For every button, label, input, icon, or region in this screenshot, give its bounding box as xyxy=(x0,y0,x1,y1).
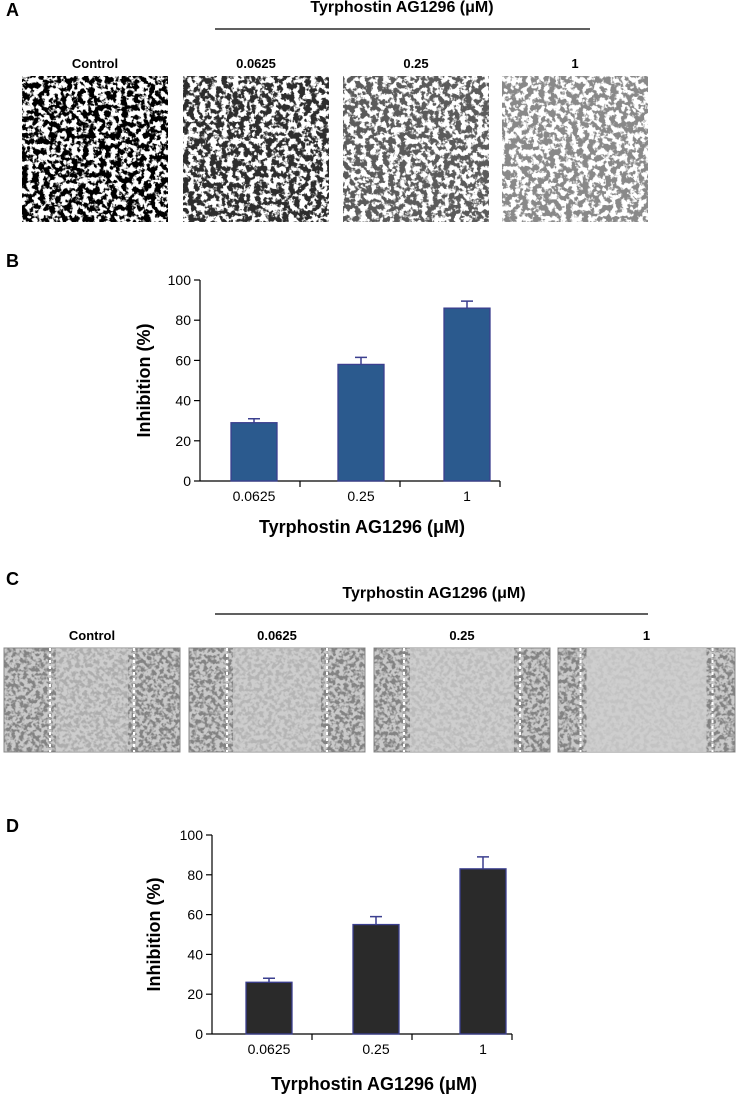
wound-area xyxy=(233,648,321,752)
y-tick-label: 0 xyxy=(183,473,191,489)
y-tick-label: 60 xyxy=(175,352,191,368)
x-axis-label: Tyrphostin AG1296 (μM) xyxy=(271,1074,477,1094)
wound-area xyxy=(56,648,128,752)
image-label: 0.25 xyxy=(449,628,474,643)
x-tick-label: 1 xyxy=(463,488,471,504)
error-bar xyxy=(355,356,367,365)
bar xyxy=(443,307,491,482)
error-bar xyxy=(461,300,473,309)
bar xyxy=(337,363,385,482)
micrograph xyxy=(183,76,329,222)
bar xyxy=(230,422,278,482)
y-tick-label: 60 xyxy=(187,907,203,923)
error-bar xyxy=(248,417,260,423)
bar xyxy=(459,868,507,1035)
x-tick-label: 0.25 xyxy=(347,488,374,504)
bar xyxy=(352,923,400,1035)
y-axis-label: Inhibition (%) xyxy=(144,878,164,992)
x-tick-label: 0.25 xyxy=(362,1041,389,1057)
micrograph xyxy=(502,76,648,222)
panel-heading: Tyrphostin AG1296 (μM) xyxy=(310,0,493,16)
x-tick-label: 0.0625 xyxy=(233,488,276,504)
image-label: 0.25 xyxy=(403,56,428,71)
error-bar xyxy=(477,856,489,869)
x-axis-label: Tyrphostin AG1296 (μM) xyxy=(259,517,465,537)
wound-area xyxy=(410,648,514,752)
y-tick-label: 80 xyxy=(175,312,191,328)
micrograph xyxy=(22,76,168,222)
image-label: 1 xyxy=(643,628,650,643)
y-tick-label: 40 xyxy=(175,393,191,409)
y-tick-label: 80 xyxy=(187,867,203,883)
wound-area xyxy=(586,648,707,752)
panel-letter: A xyxy=(6,0,19,20)
y-tick-label: 40 xyxy=(187,946,203,962)
panel-heading: Tyrphostin AG1296 (μM) xyxy=(342,585,525,602)
image-label: Control xyxy=(72,56,118,71)
error-bar xyxy=(263,977,275,983)
y-tick-label: 100 xyxy=(180,827,204,843)
micrograph xyxy=(343,76,489,222)
y-tick-label: 0 xyxy=(195,1026,203,1042)
y-axis-label: Inhibition (%) xyxy=(134,324,154,438)
panel-letter: B xyxy=(6,251,19,271)
y-tick-label: 20 xyxy=(187,986,203,1002)
image-label: 0.0625 xyxy=(257,628,297,643)
image-label: Control xyxy=(69,628,115,643)
error-bar xyxy=(370,915,382,925)
panel-letter: D xyxy=(6,816,19,836)
y-tick-label: 100 xyxy=(168,272,192,288)
panel-letter: C xyxy=(6,569,19,589)
image-label: 1 xyxy=(571,56,578,71)
image-label: 0.0625 xyxy=(236,56,276,71)
x-tick-label: 1 xyxy=(479,1041,487,1057)
bar xyxy=(245,981,293,1035)
y-tick-label: 20 xyxy=(175,433,191,449)
x-tick-label: 0.0625 xyxy=(248,1041,291,1057)
